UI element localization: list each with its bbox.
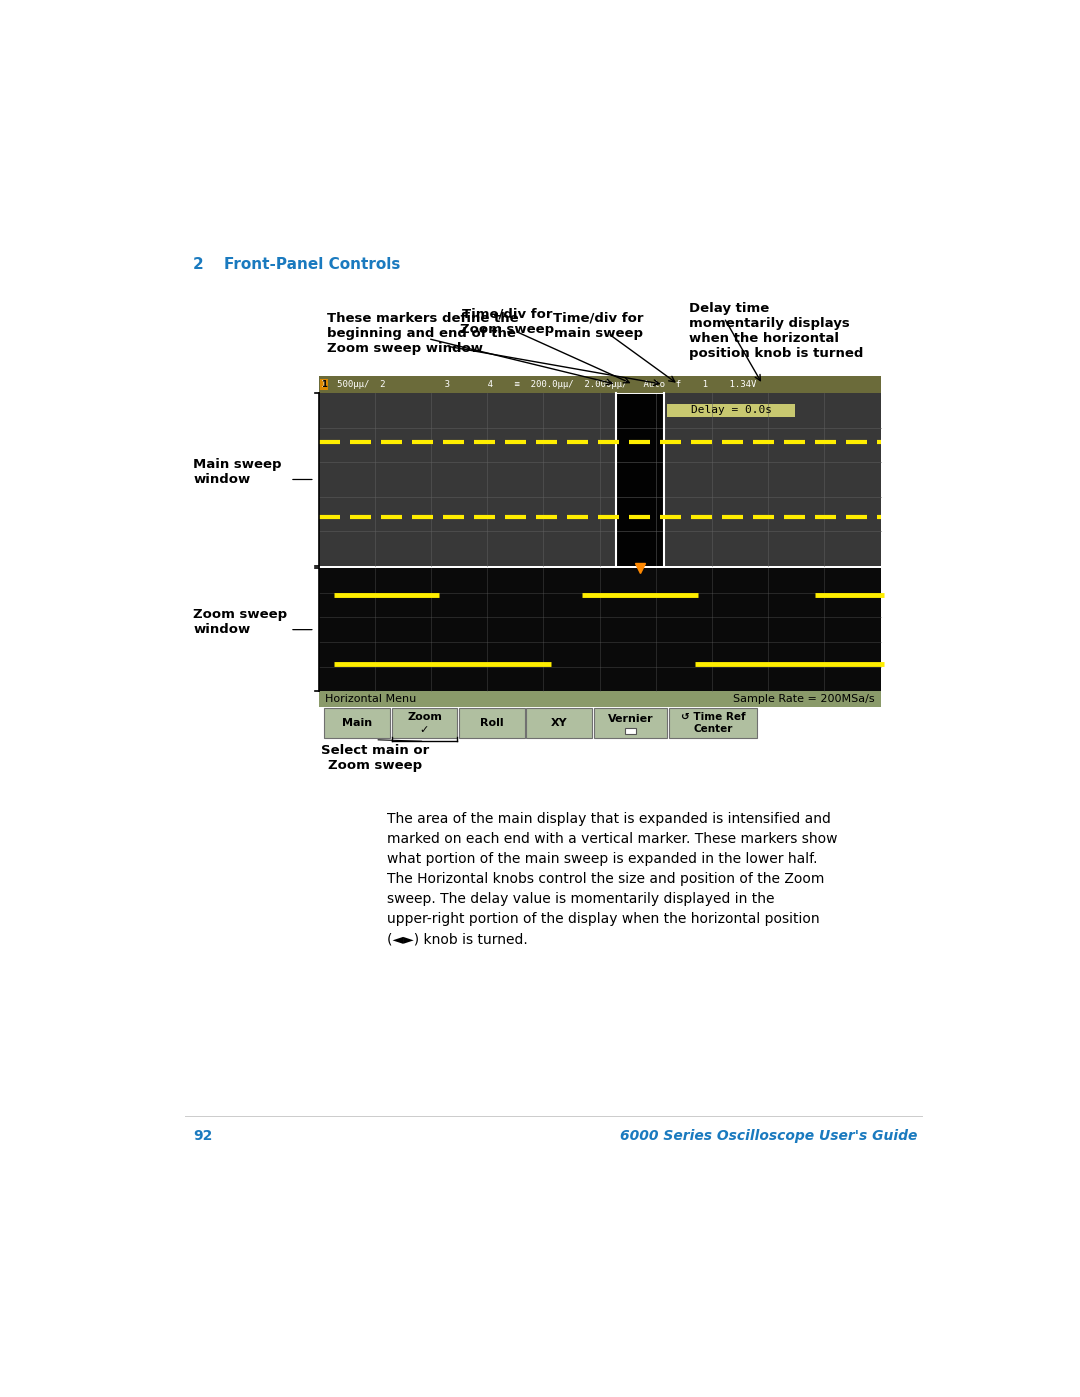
Text: Select main or
Zoom sweep: Select main or Zoom sweep — [321, 743, 430, 771]
Text: Time/div for
Zoom sweep: Time/div for Zoom sweep — [460, 307, 554, 335]
Text: Horizontal Menu: Horizontal Menu — [325, 694, 416, 704]
Text: The area of the main display that is expanded is intensified and
marked on each : The area of the main display that is exp… — [387, 812, 837, 946]
Text: Front-Panel Controls: Front-Panel Controls — [225, 257, 401, 272]
Text: Delay time
momentarily displays
when the horizontal
position knob is turned: Delay time momentarily displays when the… — [689, 302, 864, 360]
Text: ↺ Time Ref
Center: ↺ Time Ref Center — [680, 712, 745, 735]
Text: 2: 2 — [193, 257, 204, 272]
Text: Zoom: Zoom — [407, 712, 442, 722]
Text: 92: 92 — [193, 1129, 213, 1143]
Bar — [321, 379, 328, 390]
Bar — [617, 393, 663, 566]
Bar — [319, 692, 880, 707]
Text: These markers define the
beginning and end of the
Zoom sweep window: These markers define the beginning and e… — [327, 312, 518, 355]
Text: Time/div for
main sweep: Time/div for main sweep — [553, 312, 644, 339]
Text: XY: XY — [551, 718, 568, 728]
Bar — [667, 404, 795, 418]
FancyBboxPatch shape — [669, 708, 757, 738]
Bar — [319, 569, 880, 692]
Text: Vernier: Vernier — [608, 714, 653, 724]
Text: Main sweep
window: Main sweep window — [193, 458, 282, 486]
FancyBboxPatch shape — [392, 708, 458, 738]
Text: ✓: ✓ — [420, 725, 429, 735]
Text: 6000 Series Oscilloscope User's Guide: 6000 Series Oscilloscope User's Guide — [620, 1129, 918, 1143]
Text: 1: 1 — [321, 380, 327, 388]
Text: Delay = 0.0s: Delay = 0.0s — [691, 405, 772, 415]
FancyBboxPatch shape — [459, 708, 525, 738]
Text: 1  500μμ/  2           3       4    ≡  200.0μμ/  2.000μμ/   Auto  f    1    1.34: 1 500μμ/ 2 3 4 ≡ 200.0μμ/ 2.000μμ/ Auto … — [321, 380, 756, 388]
Text: Sample Rate = 200MSa/s: Sample Rate = 200MSa/s — [732, 694, 875, 704]
Text: Zoom sweep
window: Zoom sweep window — [193, 608, 287, 636]
FancyBboxPatch shape — [526, 708, 592, 738]
FancyBboxPatch shape — [594, 708, 667, 738]
Text: Roll: Roll — [481, 718, 503, 728]
FancyBboxPatch shape — [324, 708, 390, 738]
Bar — [625, 728, 636, 735]
Bar — [319, 376, 880, 393]
Bar — [319, 393, 880, 566]
Text: Main: Main — [342, 718, 373, 728]
